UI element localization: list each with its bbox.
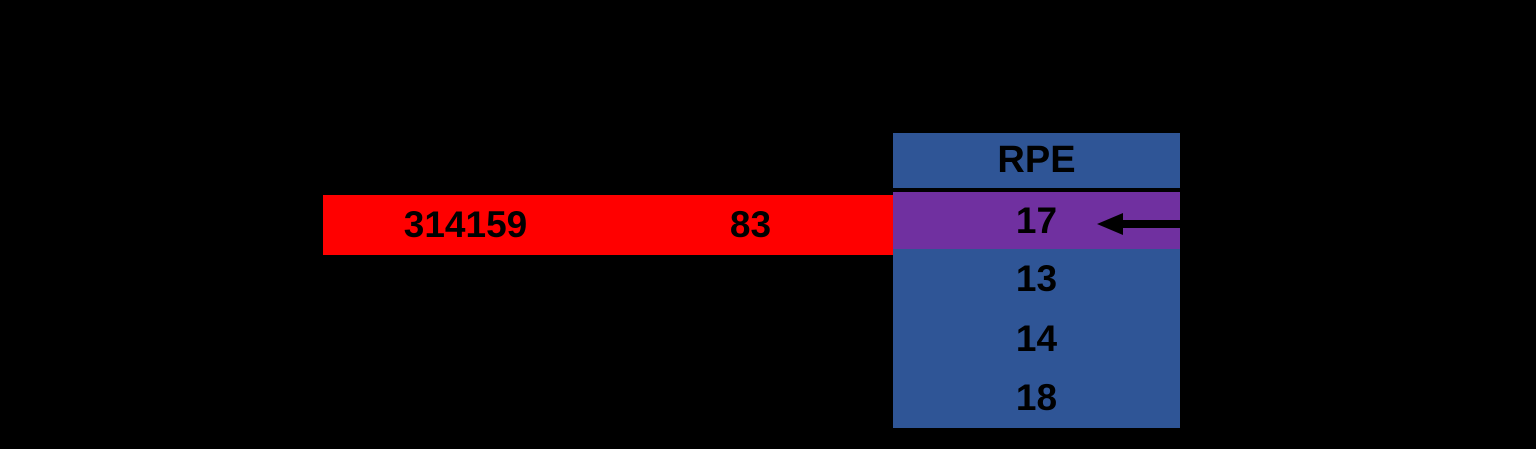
- row-value: 18: [1015, 377, 1058, 418]
- rpe-table: RPE 17 13 14 18: [893, 133, 1180, 428]
- rpe-table-header: RPE: [893, 133, 1180, 192]
- table-row: 14: [893, 309, 1180, 368]
- input-row: 314159 83: [323, 195, 893, 255]
- input-cell-hash: 83: [608, 195, 893, 255]
- table-row: 18: [893, 368, 1180, 428]
- arrow-left-icon: [1097, 211, 1180, 237]
- input-cell-key: 314159: [323, 195, 608, 255]
- row-value: 17: [1015, 199, 1058, 241]
- row-value: 13: [1015, 258, 1058, 299]
- input-key-value: 314159: [403, 204, 528, 245]
- input-hash-value: 83: [729, 204, 772, 245]
- rpe-header-label: RPE: [997, 139, 1076, 181]
- table-row: 13: [893, 249, 1180, 309]
- row-value: 14: [1015, 317, 1058, 359]
